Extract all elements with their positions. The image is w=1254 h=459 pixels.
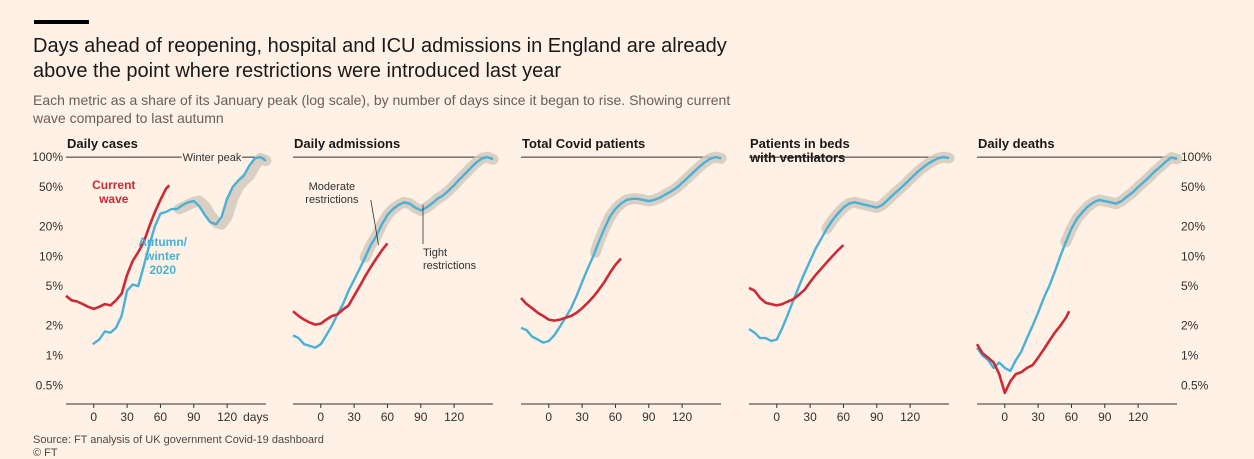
copyright-note: © FT (33, 447, 58, 459)
y-tick-label-right: 2% (1181, 319, 1199, 333)
panel-title: Daily cases (67, 136, 138, 151)
autumn-winter-2020-line (292, 155, 494, 349)
y-tick-label-right: 50% (1181, 180, 1205, 194)
x-tick-label: 60 (154, 410, 168, 424)
current-wave-line (975, 310, 1071, 395)
current-wave-line (748, 244, 845, 307)
y-tick-label-right: 10% (1181, 249, 1205, 263)
current-wave-label: Current wave (92, 178, 135, 206)
x-tick-label: 0 (1001, 410, 1008, 424)
x-tick-label: 60 (381, 410, 395, 424)
y-tick-label-left: 1% (46, 349, 64, 363)
y-tick-label-left: 5% (46, 279, 64, 293)
x-tick-label: 120 (217, 410, 237, 424)
x-tick-label: 120 (900, 410, 920, 424)
x-tick-label: 0 (773, 410, 780, 424)
panel-title: Patients in beds with ventilators (749, 136, 850, 165)
y-tick-label-right: 100% (1181, 150, 1212, 164)
panel-title: Total Covid patients (522, 136, 645, 151)
x-tick-label: 90 (187, 410, 201, 424)
restriction-band (821, 151, 955, 235)
y-tick-label-left: 0.5% (36, 378, 64, 392)
x-tick-label: 0 (317, 410, 324, 424)
y-tick-label-left: 20% (39, 219, 63, 233)
x-tick-label: 90 (1098, 410, 1112, 424)
x-tick-label: 0 (90, 410, 97, 424)
source-note: Source: FT analysis of UK government Cov… (33, 434, 324, 446)
x-tick-label: 30 (575, 410, 589, 424)
y-tick-label-left: 100% (32, 150, 63, 164)
y-tick-label-right: 5% (1181, 279, 1199, 293)
x-tick-label: 30 (120, 410, 134, 424)
x-tick-label: 60 (837, 410, 851, 424)
restriction-band (173, 152, 272, 230)
x-tick-label: 90 (414, 410, 428, 424)
current-wave-line (292, 242, 389, 326)
current-wave-line (65, 184, 171, 311)
x-tick-label: 60 (1065, 410, 1079, 424)
x-tick-label: 90 (870, 410, 884, 424)
x-tick-label: 0 (545, 410, 552, 424)
y-tick-label-left: 2% (46, 319, 64, 333)
y-tick-label-left: 10% (39, 249, 63, 263)
x-axis-unit-label: days (243, 410, 268, 424)
chart-title: Days ahead of reopening, hospital and IC… (33, 35, 727, 82)
moderate-restrictions-label: Moderate restrictions (305, 181, 359, 206)
restriction-band (359, 151, 499, 263)
x-tick-label: 60 (609, 410, 623, 424)
current-wave-line (520, 257, 622, 322)
y-tick-label-left: 50% (39, 180, 63, 194)
header-accent-bar (34, 20, 89, 24)
winter-peak-label: Winter peak (183, 152, 242, 164)
panel-title: Daily admissions (294, 136, 400, 151)
autumn-winter-2020-line (748, 155, 950, 343)
autumn-winter-label: Autumn/winter 2020 (138, 235, 187, 277)
x-tick-label: 120 (672, 410, 692, 424)
moderate-restrictions-leader (370, 199, 379, 246)
x-tick-label: 90 (642, 410, 656, 424)
x-tick-label: 30 (347, 410, 361, 424)
chart-subtitle: Each metric as a share of its January pe… (33, 92, 731, 126)
x-tick-label: 30 (803, 410, 817, 424)
restriction-band (589, 151, 727, 258)
tight-restrictions-label: Tight restrictions (423, 247, 477, 272)
y-tick-label-right: 20% (1181, 219, 1205, 233)
y-tick-label-right: 1% (1181, 349, 1199, 363)
panel-title: Daily deaths (978, 136, 1055, 151)
x-tick-label: 30 (1031, 410, 1045, 424)
autumn-winter-2020-line (976, 156, 1178, 373)
x-tick-label: 120 (1128, 410, 1148, 424)
y-tick-label-right: 0.5% (1181, 378, 1209, 392)
autumn-winter-2020-line (92, 155, 267, 346)
x-tick-label: 120 (444, 410, 464, 424)
autumn-winter-2020-line (520, 155, 722, 344)
